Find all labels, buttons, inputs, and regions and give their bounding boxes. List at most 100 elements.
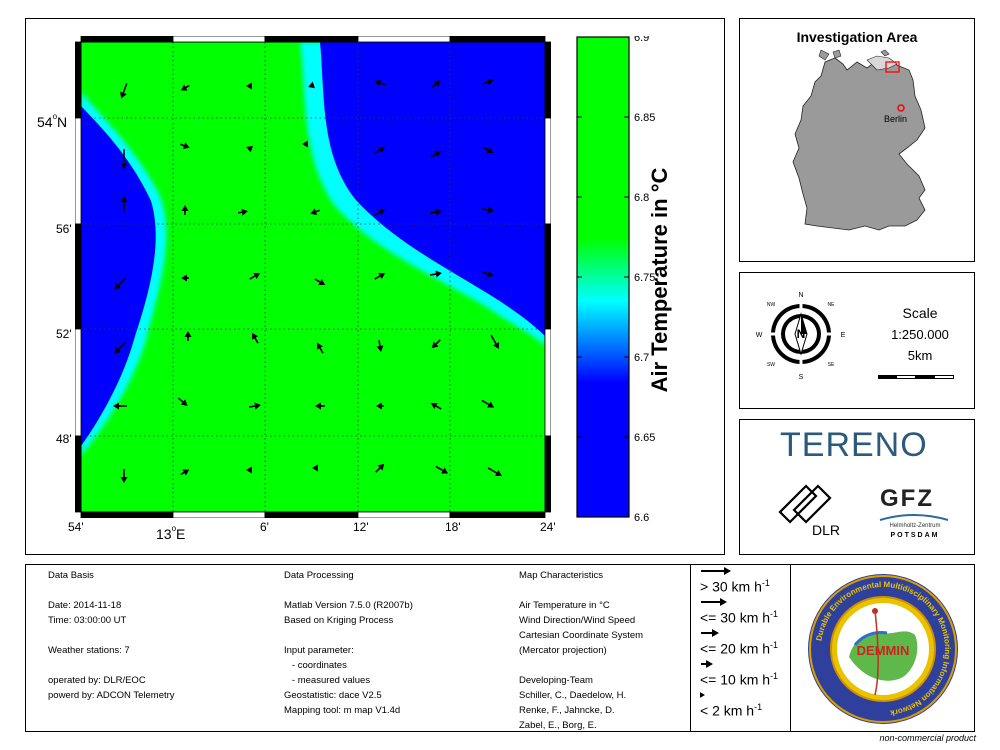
mecklenburg-region bbox=[866, 55, 898, 71]
wind-arrow bbox=[376, 339, 384, 352]
info-line: powerd by: ADCON Telemetry bbox=[48, 690, 175, 701]
info-line bbox=[48, 583, 175, 598]
colorbar-tick-label: 6.6 bbox=[634, 512, 649, 522]
speed-arrow bbox=[700, 692, 705, 698]
info-line bbox=[48, 658, 175, 673]
wind-arrow bbox=[310, 208, 320, 215]
data-processing-column: Data Processing Matlab Version 7.5.0 (R2… bbox=[284, 568, 413, 716]
info-divider bbox=[690, 564, 691, 732]
info-divider-2 bbox=[790, 564, 791, 732]
map-grid bbox=[81, 42, 545, 512]
frame-segment bbox=[264, 511, 359, 518]
info-line: Zabel, E., Borg, E. bbox=[519, 720, 597, 731]
map-characteristics-title: Map Characteristics bbox=[519, 570, 603, 581]
longitude-label: 12' bbox=[353, 520, 369, 534]
colorbar-tick-label: 6.65 bbox=[634, 432, 655, 444]
wind-arrow bbox=[429, 208, 442, 216]
info-line: Cartesian Coordinate System bbox=[519, 630, 644, 641]
cold-region-right bbox=[320, 42, 545, 336]
info-line: Time: 03:00:00 UT bbox=[48, 615, 127, 626]
data-basis-title: Data Basis bbox=[48, 570, 94, 581]
speed-arrow bbox=[701, 598, 727, 606]
colorbar-tick-label: 6.75 bbox=[634, 272, 655, 284]
info-line: Renke, F., Jahncke, D. bbox=[519, 705, 615, 716]
wind-arrow bbox=[490, 334, 500, 349]
info-line bbox=[284, 628, 413, 643]
frame-segment bbox=[264, 36, 359, 43]
compass-scale-panel bbox=[739, 272, 975, 409]
frame-segment bbox=[80, 36, 174, 43]
longitude-label: 54' bbox=[68, 520, 84, 534]
wind-arrow bbox=[181, 274, 189, 282]
wind-arrows bbox=[113, 78, 502, 483]
wind-arrow bbox=[316, 342, 324, 354]
gfz-subtitle: Helmholtz-Zentrum bbox=[889, 523, 941, 529]
wind-arrow bbox=[120, 83, 128, 99]
cold-region-left bbox=[81, 106, 156, 446]
gfz-logo: GFZ bbox=[880, 485, 934, 512]
colorbar-tick-label: 6.8 bbox=[634, 192, 649, 204]
svg-text:SE: SE bbox=[828, 362, 835, 368]
svg-text:SW: SW bbox=[767, 362, 775, 368]
speed-label: <= 20 km h-1 bbox=[700, 640, 779, 657]
frame-segment bbox=[75, 223, 82, 330]
info-line: operated by: DLR/EOC bbox=[48, 675, 146, 686]
frame-segment bbox=[357, 511, 451, 518]
wind-arrow bbox=[251, 332, 259, 344]
wind-arrow bbox=[114, 341, 127, 354]
frame-segment bbox=[544, 117, 551, 225]
longitude-label: 6' bbox=[260, 520, 269, 534]
info-line: Date: 2014-11-18 bbox=[48, 600, 122, 611]
wind-arrow bbox=[429, 270, 442, 278]
longitude-label: 18' bbox=[445, 520, 461, 534]
wind-arrow bbox=[374, 146, 386, 154]
logos-panel bbox=[739, 419, 975, 555]
frame-segment bbox=[544, 328, 551, 437]
frame-segment bbox=[80, 511, 174, 518]
berlin-label: Berlin bbox=[884, 114, 908, 124]
info-line: Wind Direction/Wind Speed bbox=[519, 615, 636, 626]
scale-distance: 5km bbox=[907, 348, 933, 363]
investigation-panel bbox=[739, 18, 975, 262]
data-basis-column: Data Basis Date: 2014-11-18 Time: 03:00:0… bbox=[48, 568, 175, 701]
info-line: Schiller, C., Daedelow, H. bbox=[519, 690, 627, 701]
wind-arrow bbox=[315, 402, 325, 410]
wind-arrow bbox=[237, 208, 248, 216]
demmin-text: DEMMIN bbox=[857, 643, 910, 658]
compass-center-n: N bbox=[797, 327, 806, 341]
berlin-marker bbox=[897, 104, 905, 112]
frame-segment bbox=[75, 41, 82, 119]
colorbar-tick-label: 6.85 bbox=[634, 112, 655, 124]
colorbar-tick-label: 6.9 bbox=[634, 36, 649, 44]
info-panel bbox=[25, 564, 975, 732]
info-line: (Mercator projection) bbox=[519, 645, 607, 656]
investigation-title: Investigation Area bbox=[796, 29, 918, 45]
frame-segment bbox=[449, 511, 546, 518]
wind-arrow bbox=[184, 331, 192, 341]
wind-arrow bbox=[431, 339, 441, 349]
info-line bbox=[284, 583, 413, 598]
info-line: Air Temperature in °C bbox=[519, 600, 610, 611]
wind-arrow bbox=[374, 272, 386, 280]
investigation-box bbox=[885, 61, 900, 73]
frame-segment bbox=[172, 511, 266, 518]
wind-arrow bbox=[430, 150, 442, 158]
germany-shape bbox=[792, 57, 926, 231]
info-line: Matlab Version 7.5.0 (R2007b) bbox=[284, 600, 413, 611]
frame-segment bbox=[449, 36, 546, 43]
wind-arrow bbox=[430, 80, 441, 89]
wind-arrow bbox=[246, 145, 254, 153]
wind-arrow bbox=[246, 466, 252, 474]
frame-segment bbox=[544, 41, 551, 119]
footer-note: non-commercial product bbox=[879, 733, 976, 743]
tereno-logo: TERENO bbox=[780, 426, 928, 464]
frame-segment bbox=[357, 36, 451, 43]
germany-map bbox=[792, 49, 926, 231]
data-processing-title: Data Processing bbox=[284, 570, 354, 581]
latitude-label: 54oN bbox=[37, 112, 68, 130]
frame-segment bbox=[75, 328, 82, 437]
info-line: Based on Kriging Process bbox=[284, 615, 394, 626]
info-line: Input parameter: bbox=[284, 645, 354, 656]
gfz-swoosh bbox=[879, 514, 949, 521]
map-frame bbox=[75, 36, 551, 518]
